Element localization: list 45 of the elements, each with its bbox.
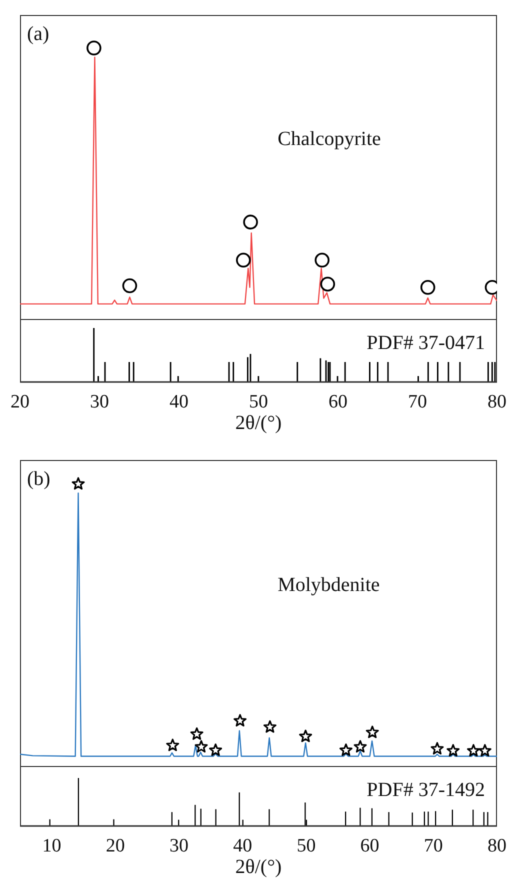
x-tick-label: 80: [488, 835, 506, 856]
x-tick-label: 20: [106, 835, 125, 856]
x-tick-label: 10: [42, 835, 62, 856]
point: [236, 252, 251, 268]
point: [72, 477, 85, 490]
x-tick-label: 60: [360, 835, 380, 856]
point: [86, 40, 102, 56]
point: [190, 727, 204, 740]
x-axis-title: 2θ/(°): [234, 412, 283, 435]
point: [234, 714, 247, 727]
annotation: Chalcopyrite: [278, 128, 381, 152]
x-tick-label: 80: [488, 391, 506, 412]
chart-title: (b): [27, 468, 50, 491]
x-tick-label: 40: [170, 391, 188, 412]
point: [446, 744, 460, 757]
annotation: PDF# 37-1492: [366, 779, 485, 802]
chart-title: (a): [27, 23, 50, 46]
point: [299, 730, 312, 742]
x-tick-label: 60: [328, 391, 348, 412]
point: [194, 740, 208, 753]
point: [339, 744, 352, 756]
point: [478, 744, 492, 757]
point: [420, 280, 436, 295]
x-axis-title: 2θ/(°): [234, 856, 283, 879]
point: [366, 726, 379, 738]
point: [430, 742, 444, 755]
x-tick-label: 40: [233, 835, 252, 856]
point: [354, 740, 367, 753]
point: [243, 214, 258, 230]
x-tick-label: 50: [296, 835, 316, 856]
x-tick-label: 20: [10, 391, 30, 412]
point: [122, 278, 138, 294]
point: [320, 276, 336, 292]
point: [466, 744, 480, 757]
x-tick-label: 50: [249, 391, 268, 412]
annotation: Molybdenite: [278, 574, 380, 597]
x-tick-label: 70: [424, 835, 443, 856]
annotation: PDF# 37-0471: [366, 332, 485, 355]
x-tick-label: 70: [408, 391, 427, 412]
point: [209, 744, 222, 756]
point: [166, 738, 180, 752]
point: [314, 252, 330, 268]
x-tick-label: 30: [90, 391, 109, 412]
x-tick-label: 30: [170, 835, 188, 856]
point: [263, 720, 276, 733]
